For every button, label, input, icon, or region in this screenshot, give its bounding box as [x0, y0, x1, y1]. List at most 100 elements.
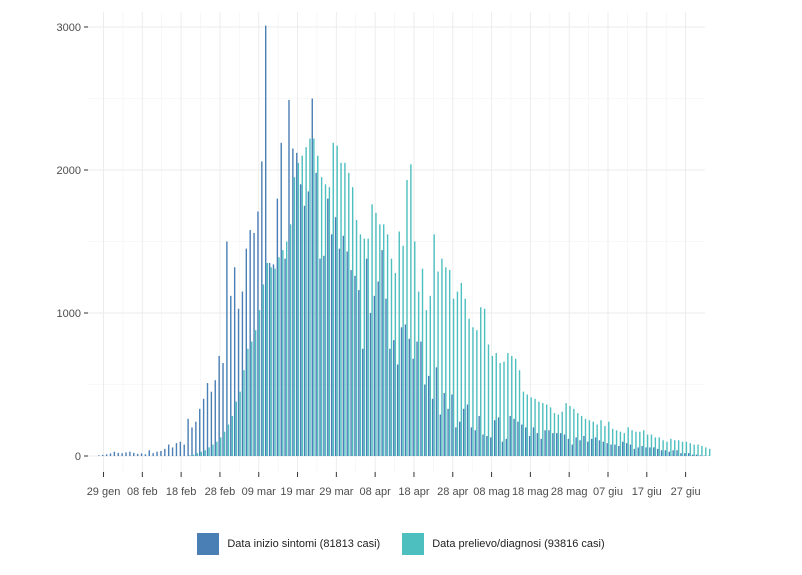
legend-swatch	[197, 533, 220, 555]
bar	[369, 313, 372, 456]
bar	[664, 450, 667, 456]
bar	[666, 441, 668, 456]
bar	[350, 270, 352, 456]
bar	[148, 450, 150, 456]
bar	[251, 341, 253, 456]
bar	[167, 444, 170, 456]
bar	[319, 258, 321, 456]
bar	[623, 433, 626, 456]
bar	[534, 398, 536, 456]
bar	[635, 431, 637, 456]
legend-label: Data inizio sintomi (81813 casi)	[227, 538, 381, 550]
bar	[313, 138, 315, 457]
bar	[355, 220, 358, 456]
bar	[324, 184, 327, 457]
bar	[622, 441, 624, 456]
bar	[627, 427, 629, 456]
bar	[466, 404, 469, 456]
bar	[606, 443, 608, 456]
bar	[493, 420, 496, 456]
bar	[548, 430, 550, 456]
bar	[490, 437, 492, 456]
bar	[367, 238, 369, 456]
bar	[660, 450, 663, 456]
bar	[602, 441, 605, 456]
bar	[402, 245, 404, 456]
bar	[486, 435, 488, 456]
bar	[330, 234, 333, 456]
bar	[121, 453, 123, 456]
bar	[579, 440, 581, 456]
bar	[565, 403, 567, 456]
bar	[619, 431, 622, 456]
bar	[526, 394, 528, 456]
bar	[571, 444, 573, 456]
bar	[674, 440, 676, 456]
bar	[394, 272, 397, 456]
bar	[645, 447, 647, 456]
bar	[249, 230, 251, 456]
bar	[208, 447, 210, 456]
x-tick-label: 09 mar	[242, 486, 277, 498]
bar	[359, 234, 362, 456]
bar	[677, 440, 680, 456]
series-diagnosis	[188, 138, 711, 457]
bar	[452, 298, 455, 456]
bar	[226, 241, 228, 456]
bar	[611, 428, 614, 456]
bar	[608, 421, 610, 456]
bar	[497, 417, 500, 456]
x-tick-label: 28 mag	[551, 486, 588, 498]
bar	[580, 415, 583, 456]
bar	[656, 448, 659, 456]
bar	[284, 258, 286, 456]
bar	[233, 267, 236, 456]
bar	[396, 364, 399, 456]
bar	[160, 451, 162, 456]
bar	[501, 441, 504, 456]
bar	[375, 212, 377, 456]
bar	[400, 327, 403, 456]
bar	[258, 310, 261, 456]
bar	[351, 187, 354, 456]
bar	[340, 162, 342, 456]
legend: Data inizio sintomi (81813 casi) Data pre…	[0, 533, 802, 555]
bar	[117, 452, 119, 456]
bar	[695, 454, 698, 456]
x-tick-label: 29 gen	[87, 486, 121, 498]
bar	[658, 437, 660, 456]
bar	[315, 172, 317, 457]
bar	[164, 448, 166, 456]
bar	[552, 433, 554, 456]
bar	[222, 363, 224, 456]
bar	[553, 413, 556, 456]
bar	[270, 267, 272, 456]
bar	[210, 391, 213, 456]
bar	[230, 295, 232, 456]
bar	[297, 162, 300, 456]
x-tick-label: 08 apr	[360, 486, 392, 498]
bar	[573, 408, 575, 456]
bar	[243, 370, 245, 456]
bar	[301, 155, 303, 456]
bar	[156, 451, 158, 456]
bar	[439, 414, 442, 456]
bar	[532, 427, 535, 456]
bar	[140, 453, 143, 456]
bar	[192, 454, 195, 456]
bar	[569, 405, 571, 456]
bar	[323, 255, 325, 456]
bar	[274, 268, 276, 456]
bar	[227, 424, 230, 456]
bar	[245, 248, 247, 456]
legend-item: Data inizio sintomi (81813 casi)	[197, 533, 380, 555]
bar	[643, 430, 645, 456]
bar	[708, 448, 711, 456]
bar	[125, 452, 127, 456]
bar	[563, 434, 566, 456]
bar	[136, 453, 139, 456]
bar	[102, 454, 104, 456]
bar	[420, 341, 422, 456]
x-tick-label: 28 apr	[437, 486, 469, 498]
